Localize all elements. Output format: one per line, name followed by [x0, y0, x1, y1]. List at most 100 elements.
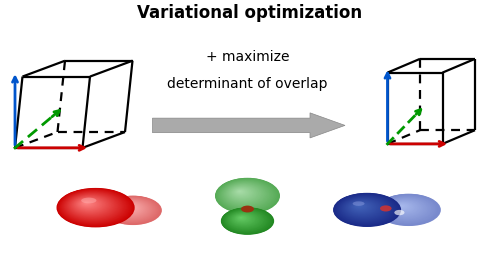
- Ellipse shape: [114, 201, 146, 217]
- Ellipse shape: [70, 195, 112, 216]
- Ellipse shape: [76, 198, 102, 211]
- Ellipse shape: [388, 200, 422, 216]
- Ellipse shape: [228, 185, 259, 202]
- Ellipse shape: [84, 202, 88, 204]
- Ellipse shape: [68, 194, 116, 218]
- Ellipse shape: [238, 191, 242, 192]
- Ellipse shape: [382, 197, 432, 221]
- Ellipse shape: [112, 199, 150, 219]
- Ellipse shape: [84, 201, 90, 205]
- Ellipse shape: [106, 196, 160, 224]
- Ellipse shape: [80, 200, 96, 208]
- Ellipse shape: [110, 199, 152, 220]
- Ellipse shape: [222, 208, 273, 234]
- Ellipse shape: [335, 194, 398, 225]
- Circle shape: [394, 210, 404, 215]
- Ellipse shape: [341, 197, 388, 220]
- Ellipse shape: [343, 198, 385, 219]
- Ellipse shape: [124, 206, 129, 208]
- Ellipse shape: [352, 201, 364, 206]
- Ellipse shape: [340, 196, 390, 221]
- Ellipse shape: [229, 185, 257, 201]
- Ellipse shape: [123, 205, 130, 209]
- Ellipse shape: [59, 189, 130, 225]
- Ellipse shape: [352, 202, 369, 211]
- Ellipse shape: [113, 200, 147, 218]
- Ellipse shape: [68, 193, 117, 218]
- Ellipse shape: [62, 191, 125, 223]
- Ellipse shape: [236, 190, 245, 194]
- Ellipse shape: [356, 204, 364, 208]
- Ellipse shape: [336, 194, 397, 225]
- Ellipse shape: [104, 196, 162, 225]
- Ellipse shape: [220, 181, 270, 209]
- Ellipse shape: [81, 198, 96, 203]
- Ellipse shape: [338, 195, 394, 223]
- Ellipse shape: [356, 205, 362, 208]
- Ellipse shape: [105, 196, 160, 224]
- Ellipse shape: [216, 179, 278, 212]
- Ellipse shape: [80, 200, 96, 208]
- Ellipse shape: [120, 203, 136, 212]
- Ellipse shape: [377, 194, 440, 225]
- Ellipse shape: [225, 210, 267, 231]
- Ellipse shape: [217, 179, 276, 212]
- Ellipse shape: [60, 190, 129, 224]
- Ellipse shape: [238, 190, 242, 193]
- Ellipse shape: [397, 204, 406, 209]
- Ellipse shape: [233, 214, 254, 224]
- Ellipse shape: [354, 203, 367, 210]
- Ellipse shape: [227, 210, 264, 230]
- Ellipse shape: [228, 211, 262, 229]
- Ellipse shape: [238, 190, 243, 193]
- Ellipse shape: [350, 201, 374, 213]
- Ellipse shape: [336, 195, 396, 224]
- Ellipse shape: [232, 213, 254, 225]
- Ellipse shape: [399, 205, 403, 207]
- Ellipse shape: [392, 202, 414, 213]
- Ellipse shape: [221, 181, 270, 208]
- Ellipse shape: [62, 191, 126, 223]
- Ellipse shape: [118, 203, 139, 213]
- Ellipse shape: [334, 194, 399, 226]
- Ellipse shape: [215, 178, 280, 214]
- Ellipse shape: [357, 205, 362, 207]
- Ellipse shape: [72, 196, 108, 214]
- Ellipse shape: [234, 214, 253, 224]
- Ellipse shape: [70, 195, 112, 216]
- Ellipse shape: [230, 186, 255, 200]
- Ellipse shape: [60, 190, 128, 224]
- Ellipse shape: [383, 197, 430, 220]
- Ellipse shape: [222, 208, 272, 234]
- Ellipse shape: [118, 203, 138, 213]
- Ellipse shape: [231, 187, 254, 199]
- Ellipse shape: [58, 189, 132, 226]
- Ellipse shape: [347, 200, 378, 215]
- Ellipse shape: [398, 204, 406, 209]
- Ellipse shape: [398, 205, 404, 208]
- Ellipse shape: [342, 197, 387, 220]
- Ellipse shape: [236, 189, 246, 195]
- Ellipse shape: [116, 201, 143, 216]
- Ellipse shape: [342, 197, 386, 219]
- Ellipse shape: [110, 198, 153, 220]
- Ellipse shape: [234, 214, 252, 223]
- Text: Variational optimization: Variational optimization: [138, 4, 362, 22]
- Ellipse shape: [121, 204, 134, 211]
- Ellipse shape: [116, 202, 141, 215]
- Ellipse shape: [106, 197, 159, 224]
- Ellipse shape: [340, 196, 389, 221]
- Ellipse shape: [122, 205, 132, 210]
- Ellipse shape: [392, 202, 414, 213]
- Ellipse shape: [74, 197, 106, 213]
- Ellipse shape: [227, 184, 260, 203]
- Ellipse shape: [224, 209, 269, 232]
- Ellipse shape: [232, 213, 256, 225]
- Ellipse shape: [111, 199, 150, 219]
- Ellipse shape: [387, 199, 422, 217]
- Ellipse shape: [239, 216, 244, 219]
- Polygon shape: [152, 113, 345, 138]
- Ellipse shape: [112, 200, 148, 218]
- Ellipse shape: [336, 194, 396, 224]
- Ellipse shape: [66, 193, 119, 220]
